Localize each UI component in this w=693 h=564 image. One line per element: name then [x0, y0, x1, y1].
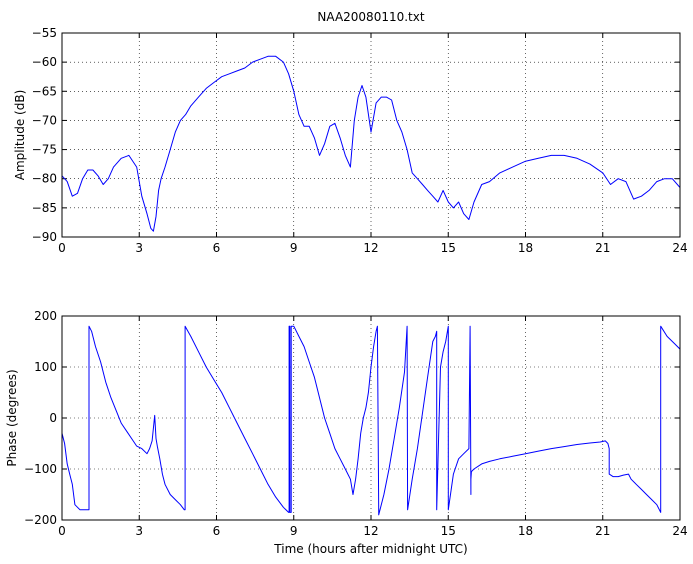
phase-xtick-label: 0	[58, 524, 66, 538]
amplitude-ytick-label: −55	[32, 26, 57, 40]
phase-panel: 0 3 6 9 12 15 18 21 24 200 100 0 −100 −200 Phase (deg…	[5, 309, 688, 556]
phase-xtick-label: 18	[518, 524, 533, 538]
amplitude-ytick-label: −80	[32, 172, 57, 186]
phase-xtick-label: 15	[441, 524, 456, 538]
amplitude-xtick-label: 0	[58, 241, 66, 255]
phase-xlabel: Time (hours after midnight UTC)	[273, 542, 467, 556]
amplitude-ytick-label: −60	[32, 55, 57, 69]
amplitude-xtick-label: 18	[518, 241, 533, 255]
phase-series-line	[62, 325, 680, 516]
amplitude-ytick-label: −65	[32, 84, 57, 98]
amplitude-ytick-label: −70	[32, 113, 57, 127]
amplitude-ytick-label: −90	[32, 230, 57, 244]
amplitude-series-line	[62, 55, 680, 232]
phase-axes-box	[61, 315, 681, 521]
phase-ylabel: Phase (degrees)	[5, 369, 19, 466]
phase-xtick-label: 3	[135, 524, 143, 538]
amplitude-grid	[62, 33, 680, 237]
phase-xtick-label: 24	[672, 524, 687, 538]
amplitude-xtick-label: 21	[595, 241, 610, 255]
phase-ytick-label: 100	[34, 360, 57, 374]
amplitude-ylabel: Amplitude (dB)	[13, 90, 27, 181]
amplitude-xtick-label: 9	[290, 241, 298, 255]
phase-ytick-label: −200	[24, 513, 57, 527]
phase-xtick-label: 9	[290, 524, 298, 538]
amplitude-ytick-label: −75	[32, 143, 57, 157]
amplitude-xtick-label: 15	[441, 241, 456, 255]
amplitude-xtick-label: 6	[213, 241, 221, 255]
amplitude-axes-box	[61, 32, 681, 238]
amplitude-panel: 0 3 6 9 12 15 18 21 24 −55 −60 −65 −70 −75 −80 −85 −90 N…	[13, 10, 688, 255]
amplitude-xtick-label: 3	[135, 241, 143, 255]
amplitude-plot-area	[62, 33, 680, 237]
amplitude-xtick-label: 12	[363, 241, 378, 255]
phase-xtick-label: 6	[213, 524, 221, 538]
phase-xtick-label: 12	[363, 524, 378, 538]
amplitude-xtick-label: 24	[672, 241, 687, 255]
phase-ytick-label: −100	[24, 462, 57, 476]
amplitude-series	[62, 55, 680, 232]
amplitude-ticks: 0 3 6 9 12 15 18 21 24 −55 −60 −65 −70 −75 −80 −85 −90	[32, 26, 688, 255]
amplitude-ytick-label: −85	[32, 201, 57, 215]
phase-ytick-label: 200	[34, 309, 57, 323]
phase-series	[62, 325, 680, 516]
phase-ticks: 0 3 6 9 12 15 18 21 24 200 100 0 −100 −200	[24, 309, 688, 538]
amplitude-title: NAA20080110.txt	[317, 10, 424, 24]
phase-xtick-label: 21	[595, 524, 610, 538]
phase-ytick-label: 0	[49, 411, 57, 425]
